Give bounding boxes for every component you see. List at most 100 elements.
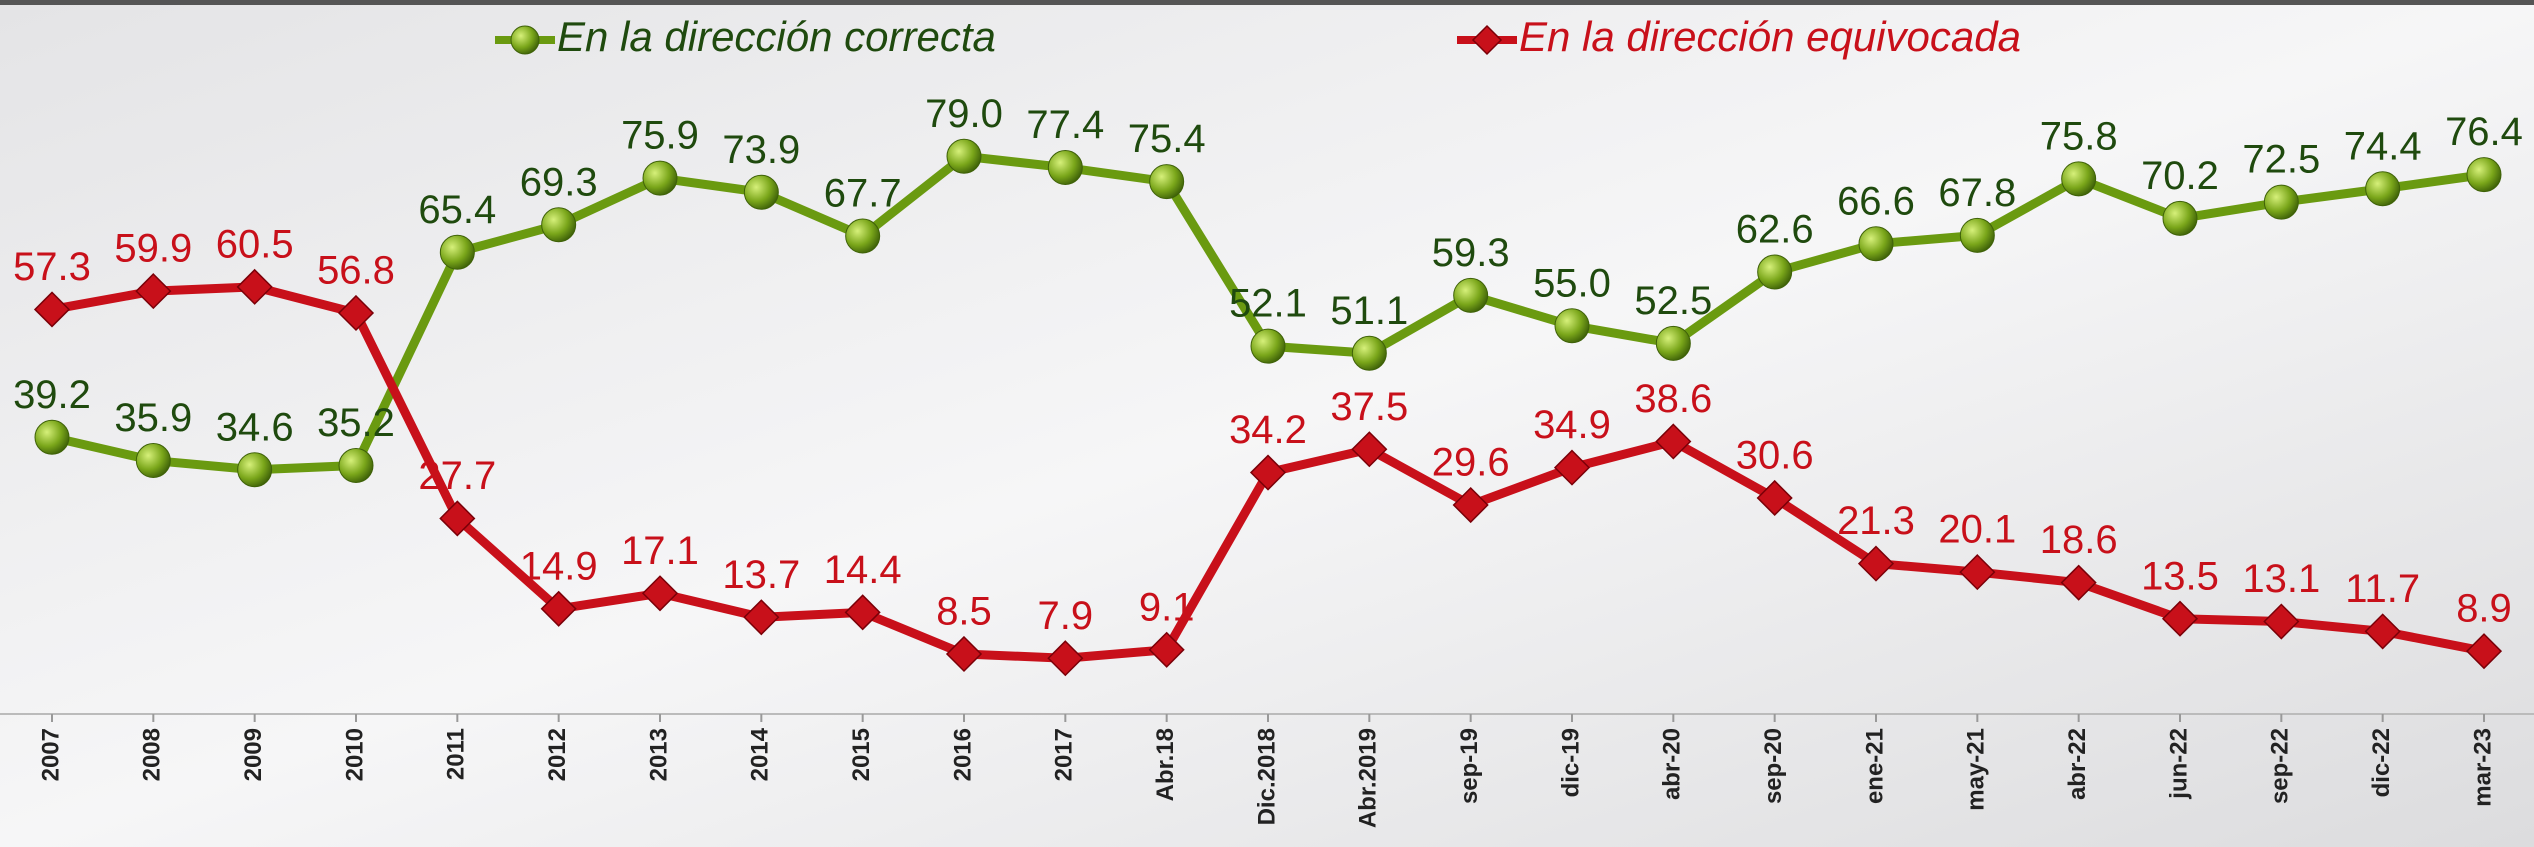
value-label: 69.3 <box>520 160 598 204</box>
value-label: 55.0 <box>1533 261 1611 305</box>
point <box>337 294 375 332</box>
value-label: 74.4 <box>2344 124 2422 168</box>
value-label: 14.9 <box>520 544 598 588</box>
point <box>845 218 881 254</box>
point <box>540 590 577 627</box>
value-label: 73.9 <box>722 128 800 172</box>
point <box>641 575 679 612</box>
point <box>945 635 983 673</box>
point <box>1249 454 1287 491</box>
value-label: 35.9 <box>114 396 192 440</box>
value-label: 52.1 <box>1229 282 1307 326</box>
point <box>1351 431 1388 468</box>
x-tick-label: 2010 <box>341 728 368 781</box>
value-label: 37.5 <box>1330 385 1408 429</box>
point <box>1554 308 1590 344</box>
value-label: 21.3 <box>1837 499 1915 543</box>
x-tick-label: 2013 <box>645 728 672 781</box>
value-label: 75.4 <box>1128 117 1206 161</box>
point <box>236 268 273 305</box>
legend-marker <box>1471 24 1503 56</box>
value-label: 56.8 <box>317 249 395 293</box>
value-label: 13.5 <box>2141 554 2219 598</box>
value-label: 35.2 <box>317 401 395 445</box>
point <box>2263 184 2299 220</box>
x-tick-label: 2016 <box>949 728 976 781</box>
point <box>743 174 779 210</box>
value-label: 8.9 <box>2456 587 2512 631</box>
x-tick-label: may-21 <box>1963 728 1990 811</box>
value-label: 76.4 <box>2445 110 2523 154</box>
point <box>34 419 70 455</box>
value-label: 8.5 <box>936 590 992 634</box>
point <box>439 500 476 537</box>
point <box>1858 226 1894 262</box>
x-tick-label: 2012 <box>544 728 571 781</box>
value-label: 11.7 <box>2345 567 2420 611</box>
x-tick-label: 2009 <box>240 728 267 781</box>
value-label: 67.7 <box>824 172 902 216</box>
point <box>33 291 71 328</box>
point <box>2263 603 2300 640</box>
value-label: 34.9 <box>1533 403 1611 447</box>
x-tick-label: Dic.2018 <box>1253 728 1280 825</box>
x-tick-label: abr-22 <box>2064 728 2091 800</box>
point <box>135 273 172 310</box>
x-tick-label: 2015 <box>848 728 875 781</box>
top-bar <box>0 0 2534 5</box>
value-label: 60.5 <box>216 222 294 266</box>
value-label: 38.6 <box>1634 377 1712 421</box>
x-tick-label: jun-22 <box>2165 728 2192 800</box>
value-label: 17.1 <box>621 529 699 573</box>
point <box>541 207 577 243</box>
point <box>1351 335 1387 371</box>
legend-label: En la dirección correcta <box>557 13 996 60</box>
point <box>1757 254 1793 290</box>
x-tick-label: abr-20 <box>1659 728 1686 800</box>
value-label: 66.6 <box>1837 179 1915 223</box>
value-label: 39.2 <box>13 373 91 417</box>
point <box>2365 171 2401 207</box>
x-tick-label: 2017 <box>1051 728 1078 781</box>
point <box>1655 325 1691 361</box>
x-tick-label: dic-19 <box>1557 728 1584 797</box>
value-label: 13.1 <box>2242 557 2320 601</box>
value-label: 52.5 <box>1634 279 1712 323</box>
value-label: 65.4 <box>418 188 496 232</box>
point <box>1756 479 1793 517</box>
value-label: 59.3 <box>1432 231 1510 275</box>
point <box>1959 554 1996 591</box>
point <box>2161 600 2199 637</box>
x-tick-label: mar-23 <box>2469 728 2496 807</box>
value-label: 72.5 <box>2242 138 2320 182</box>
legend-label: En la dirección equivocada <box>1519 13 2021 60</box>
point <box>1553 449 1591 486</box>
point <box>1655 423 1692 460</box>
x-tick-label: sep-20 <box>1760 728 1787 804</box>
point <box>1959 217 1995 253</box>
x-tick-label: 2008 <box>139 728 166 781</box>
value-label: 75.9 <box>621 114 699 158</box>
point <box>1453 277 1489 313</box>
x-tick-label: 2007 <box>37 728 64 781</box>
point <box>2466 157 2502 193</box>
value-label: 14.4 <box>824 548 902 592</box>
value-label: 13.7 <box>722 553 800 597</box>
point <box>1250 328 1286 364</box>
point <box>439 234 475 270</box>
value-label: 20.1 <box>1938 508 2016 552</box>
x-tick-label: 2011 <box>443 728 470 780</box>
value-label: 34.6 <box>216 405 294 449</box>
point <box>844 594 881 631</box>
x-tick-label: dic-22 <box>2368 728 2395 797</box>
value-label: 77.4 <box>1026 103 1104 147</box>
value-label: 59.9 <box>114 227 192 271</box>
value-label: 18.6 <box>2040 518 2118 562</box>
point <box>1047 150 1083 186</box>
point <box>1047 640 1084 677</box>
value-label: 27.7 <box>418 454 496 498</box>
x-tick-label: sep-19 <box>1456 728 1483 804</box>
point <box>946 138 982 174</box>
